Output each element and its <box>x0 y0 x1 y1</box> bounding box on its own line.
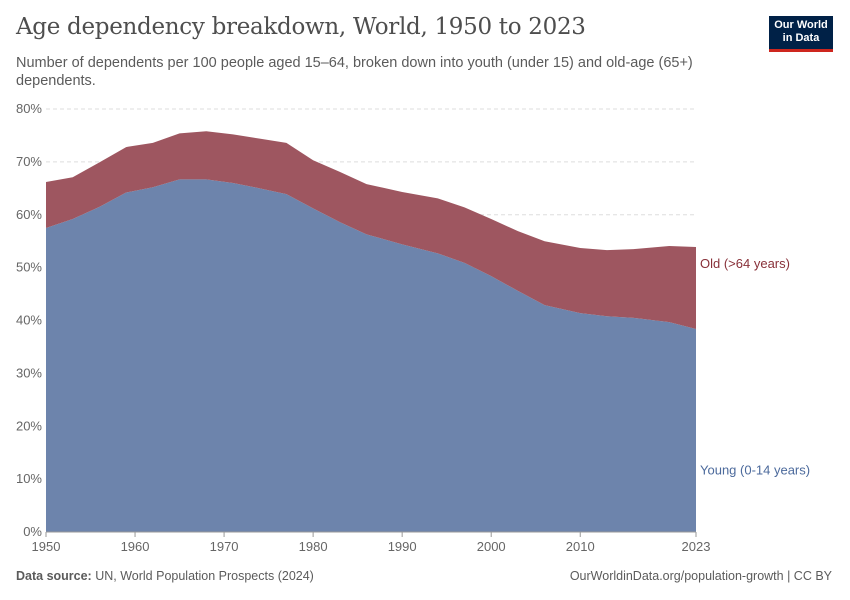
series-label: Old (>64 years) <box>700 256 790 271</box>
owid-logo[interactable]: Our World in Data <box>769 16 833 52</box>
x-tick-label: 2010 <box>566 539 595 554</box>
y-tick-label: 30% <box>16 365 42 380</box>
chart-title: Age dependency breakdown, World, 1950 to… <box>16 14 586 40</box>
area-young <box>46 179 696 533</box>
x-tick-label: 1990 <box>388 539 417 554</box>
y-tick-label: 0% <box>23 524 42 539</box>
x-tick-label: 1970 <box>210 539 239 554</box>
source-label: Data source: <box>16 569 92 583</box>
y-tick-label: 10% <box>16 471 42 486</box>
series-label: Young (0-14 years) <box>700 462 810 477</box>
y-tick-label: 40% <box>16 313 42 328</box>
y-tick-label: 50% <box>16 260 42 275</box>
y-tick-label: 60% <box>16 207 42 222</box>
area-old <box>46 131 696 329</box>
x-tick-label: 2000 <box>477 539 506 554</box>
chart-subtitle: Number of dependents per 100 people aged… <box>16 55 693 89</box>
x-tick-label: 2023 <box>682 539 711 554</box>
source-text[interactable]: UN, World Population Prospects (2024) <box>95 569 314 583</box>
x-tick-label: 1960 <box>121 539 150 554</box>
y-tick-label: 20% <box>16 418 42 433</box>
x-tick-label: 1950 <box>32 539 61 554</box>
data-source: Data source: UN, World Population Prospe… <box>16 569 314 583</box>
y-tick-label: 70% <box>16 154 42 169</box>
source-url[interactable]: OurWorldinData.org/population-growth | C… <box>569 569 832 583</box>
logo-line1: Our World <box>774 19 828 31</box>
logo-line2: in Data <box>782 32 820 44</box>
y-tick-label: 80% <box>16 101 42 116</box>
x-tick-label: 1980 <box>299 539 328 554</box>
